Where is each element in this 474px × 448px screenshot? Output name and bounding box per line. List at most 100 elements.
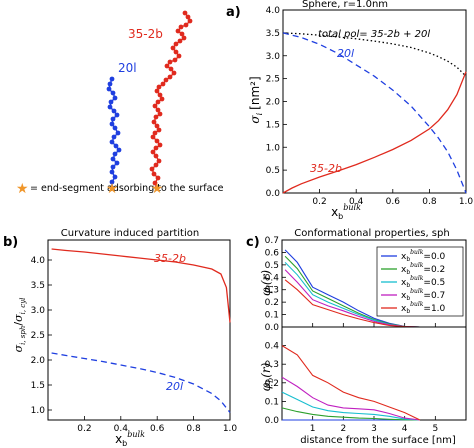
chart-c-bottom-ylabel-arg: (r)	[259, 362, 273, 377]
chain-35-2b-bead	[152, 180, 158, 186]
chart-b-xtick-label: 1.0	[223, 424, 238, 434]
chain-35-2b-bead	[163, 77, 169, 83]
chain-35-2b-bead	[154, 138, 160, 144]
svg-text:σi, sph/σi, cyl: σi, sph/σi, cyl	[12, 298, 27, 353]
chain-35-2b-bead	[152, 103, 158, 109]
chart-a-ylabel-symbol: σ	[248, 115, 262, 124]
chain-35-2b-bead	[153, 114, 159, 120]
star-icon: ★	[151, 181, 164, 197]
chain-35-2b-bead	[155, 175, 161, 181]
chart-b-xtick-label: 0.2	[77, 424, 91, 434]
chart-a-ylabel-sub: i	[255, 112, 264, 115]
star-icon: ★	[106, 181, 119, 197]
chain-35-2b-bead	[175, 28, 181, 34]
chart-b-ylabel-num: σ	[12, 344, 25, 352]
chart-b-frame	[47, 239, 231, 421]
chain-20l-bead	[114, 160, 120, 166]
chart-a-xtick-label: 0.8	[422, 197, 437, 207]
chain-35-2b-bead	[156, 127, 162, 133]
chart-b-xtick-label: 0.4	[114, 424, 129, 434]
chart-c-xlabel: distance from the surface [nm]	[300, 435, 456, 446]
chain-35-2b-bead	[182, 10, 188, 16]
chart-c-legend-label: xbbulk=0.2	[401, 262, 445, 276]
chart-b-series-1	[51, 352, 231, 413]
chart-b-xlabel-sup: bulk	[127, 430, 145, 439]
chain-35-2b-bead	[154, 185, 160, 191]
chart-b-ylabel-den-sub: i, cyl	[19, 298, 27, 315]
chart-c-bottom-ytick-label: 0.1	[265, 397, 279, 407]
schematic-legend-text: = end-segment adsorbing to the surface	[30, 183, 224, 194]
chart-b-ytick-label: 2.5	[31, 331, 45, 341]
chart-a-ytick-label: 3.0	[266, 52, 281, 62]
chain-35-2b-bead	[154, 88, 160, 94]
chain-20l	[106, 76, 122, 191]
chain-35-2b-bead	[164, 63, 170, 69]
chart-a-xtick-label: 0.4	[349, 197, 364, 207]
chart-c-top-ytick-label: 0.0	[265, 323, 280, 333]
chart-c-bottom-ytick-label: 0.2	[265, 379, 279, 389]
chart-b-ytick-label: 4.0	[31, 256, 46, 266]
chart-a-annotation-20l: 20l	[337, 47, 354, 60]
chart-a-ytick-label: 0.0	[266, 189, 281, 199]
svg-text:φb(r): φb(r)	[259, 362, 275, 391]
panel-b: b) Curvature induced partition 1.0 1.5 2.0…	[3, 228, 237, 448]
chart-b-series-0	[51, 248, 231, 323]
chain-20l-bead	[109, 185, 115, 191]
panel-label-c: c)	[246, 235, 260, 250]
chain-35-2b-bead	[157, 111, 163, 117]
chain-35-2b-bead	[178, 24, 184, 30]
chain-20l-bead	[112, 151, 118, 157]
chart-a-ylabel-unit: [nm²]	[248, 76, 262, 109]
chart-c-bottom-xtick-label: 2	[340, 424, 346, 434]
chain-35-2b-bead	[173, 41, 179, 47]
chain-35-2b-bead	[151, 171, 157, 177]
chart-b-ylabel-den: σ	[12, 314, 25, 322]
chain-20l-bead	[110, 90, 116, 96]
panel-a: a) Sphere, r=1.0nm 0.0 0.5 1.0 1.5 2.0 2.5 3.0…	[226, 0, 473, 221]
chart-c-top-ylabel-sub: l	[266, 285, 275, 288]
chain-35-2b-bead	[157, 92, 163, 98]
schematic-label-20l: 20l	[118, 61, 137, 75]
chart-a-xlabel-sub: b	[338, 212, 343, 221]
chain-35-2b-bead	[177, 38, 183, 44]
chain-20l-bead	[111, 108, 117, 114]
chain-35-2b-bead	[176, 53, 182, 59]
chart-c-bottom-xtick-label: 4	[402, 424, 408, 434]
chain-35-2b-bead	[149, 166, 155, 172]
chain-35-2b-bead	[171, 70, 177, 76]
chart-c-bottom-series-4	[281, 345, 421, 421]
chart-a-title: Sphere, r=1.0nm	[302, 0, 388, 10]
chart-c-bottom-xtick-label: 1	[310, 424, 316, 434]
chart-a-ytick-label: 2.5	[266, 75, 280, 85]
chart-a-ytick-label: 1.0	[266, 143, 281, 153]
chain-20l-bead	[109, 76, 115, 82]
star-icon: ★	[16, 181, 29, 197]
chart-a-xtick-label: 1.0	[459, 197, 474, 207]
panel-label-a: a)	[226, 5, 241, 20]
chart-b-title: Curvature induced partition	[61, 228, 199, 239]
chain-20l-bead	[112, 174, 118, 180]
chain-35-2b-bead	[153, 145, 159, 151]
chain-35-2b-bead	[153, 153, 159, 159]
chart-a-xlabel: xbbulk	[331, 203, 361, 221]
chart-c-top-ytick-label: 0.2	[265, 298, 279, 308]
chart-c-bottom-series-3	[281, 376, 421, 421]
chart-b-annotation-20l: 20l	[166, 380, 183, 393]
chart-c-top-ytick-label: 0.6	[265, 248, 280, 258]
chain-35-2b-bead	[153, 162, 159, 168]
chain-35-2b-bead	[172, 57, 178, 63]
chain-20l-bead	[110, 116, 116, 122]
chain-35-2b-bead	[185, 14, 191, 20]
chain-20l-bead	[106, 86, 112, 92]
chain-20l-bead	[112, 125, 118, 131]
chart-b-ylabel: σi, sph/σi, cyl	[12, 298, 27, 353]
chart-c-legend-label: xbbulk=0.0	[401, 249, 446, 263]
chart-c-top-plot: 0.0 0.1 0.2 0.3 0.4 0.5 0.6 0.7	[265, 236, 467, 333]
panel-label-b: b)	[3, 235, 18, 250]
schematic-label-35-2b: 35-2b	[128, 27, 163, 41]
chart-b-ytick-label: 1.0	[31, 406, 46, 416]
chart-c-bottom-ytick-label: 0.4	[265, 342, 280, 352]
chart-a-ytick-label: 0.5	[266, 166, 280, 176]
chain-35-2b-bead	[152, 130, 158, 136]
